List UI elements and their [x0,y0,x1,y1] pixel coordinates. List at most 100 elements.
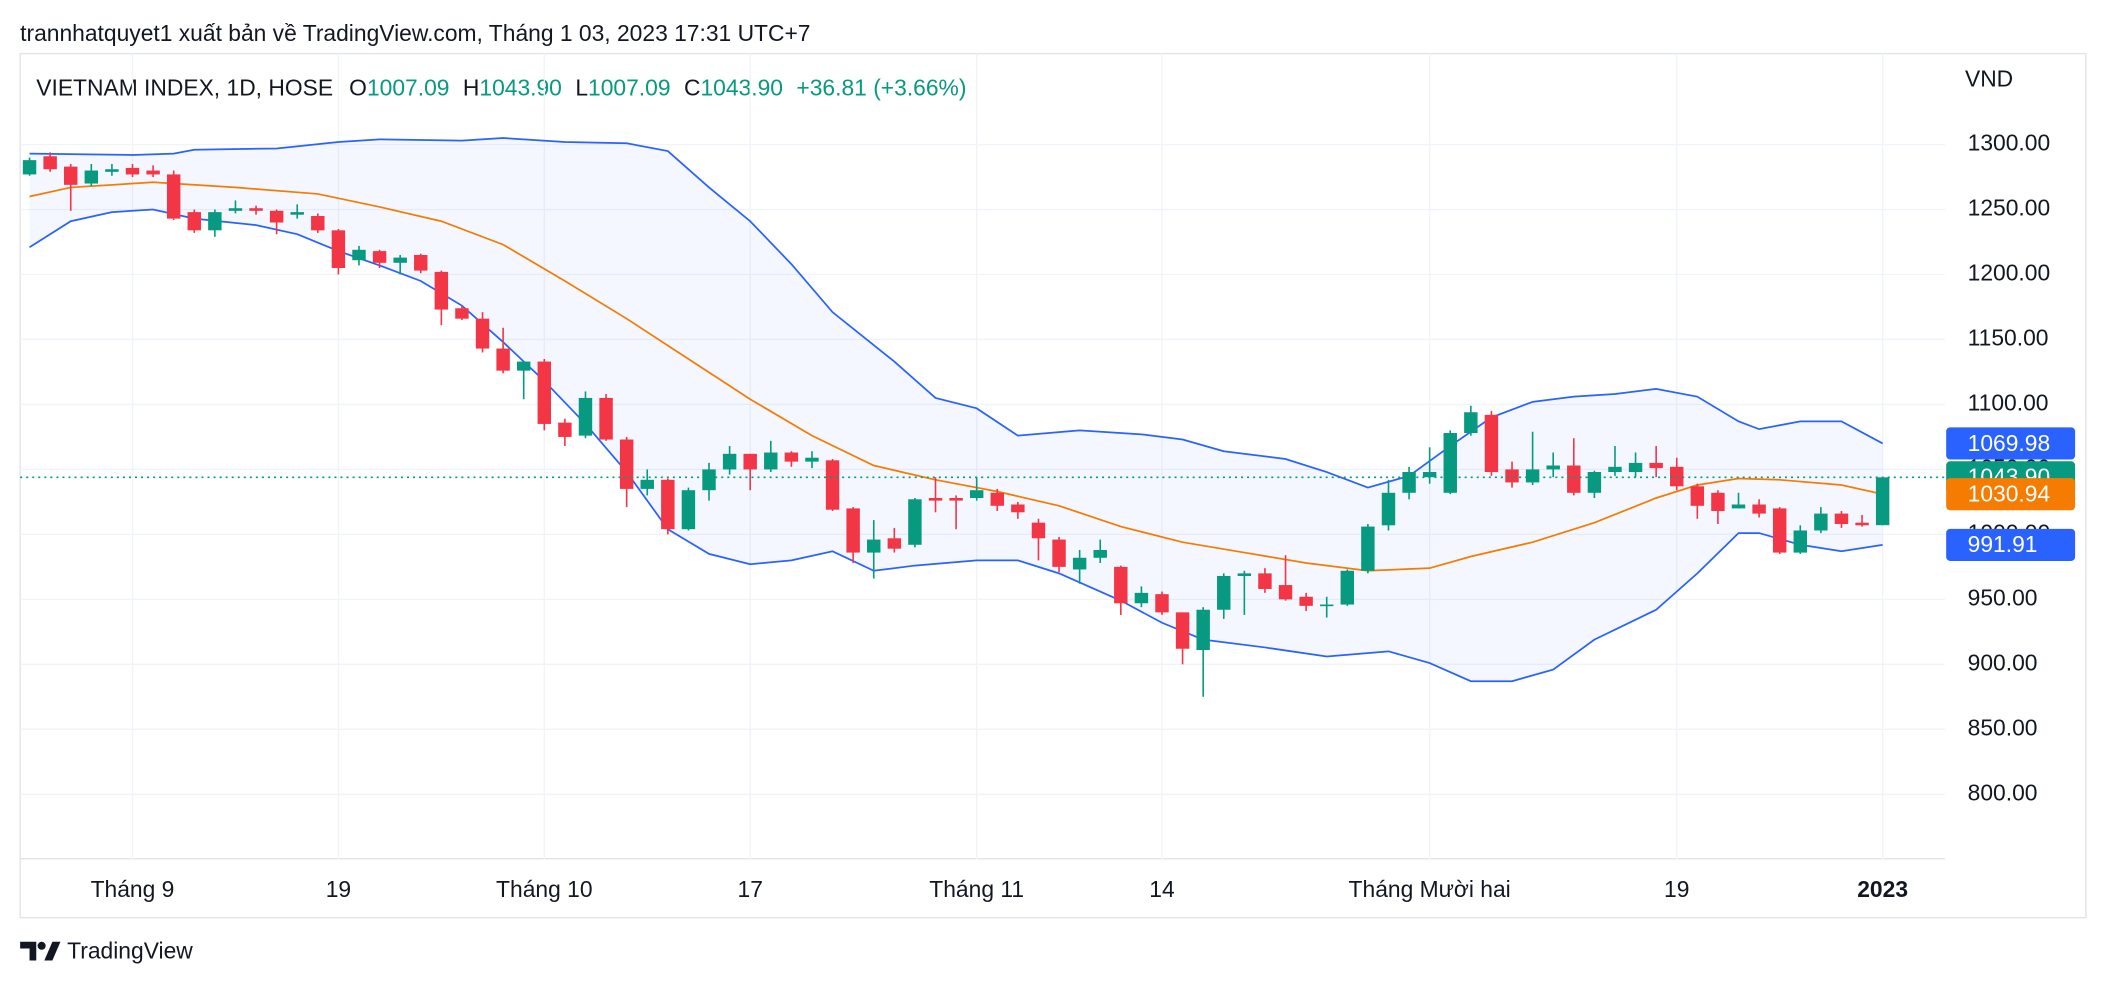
candle-body [1567,465,1581,493]
candle-body [599,397,613,440]
candle-body [475,318,490,349]
candle-body [1628,462,1643,473]
candle-body [1072,557,1087,570]
candle-body [249,208,263,211]
y-tick-label: 900.00 [1968,649,2038,675]
candle-body [764,452,778,470]
chart-frame [19,52,2087,919]
y-tick-label: 1200.00 [1968,260,2051,286]
candle-body [846,508,860,553]
x-tick-label: Tháng 11 [929,876,1024,902]
candle-body [867,539,881,553]
y-tick-label: 1150.00 [1968,325,2049,351]
legend-value: 1043.90 [700,75,783,101]
price-tag-box [1946,478,2076,511]
candle-body [1546,465,1560,470]
candle-body [1752,504,1766,514]
candle-body [1608,466,1622,473]
legend: VIETNAM INDEX, 1D, HOSE O1007.09 H1043.90 L… [36,75,966,101]
candle-body [1114,566,1128,604]
candle-body [1834,513,1849,524]
candle-body [1690,486,1705,506]
x-tick-label: 19 [326,876,351,902]
candle-body [969,490,984,499]
band-line [29,137,1884,489]
candle-body [619,439,634,489]
candle-body [331,230,346,268]
candle-body [578,397,593,436]
candle-body [1217,575,1231,610]
candle-body [187,212,201,231]
candle-body [1422,472,1437,478]
candle-body [702,469,716,491]
candle-body [228,208,243,211]
candle-body [455,308,469,319]
candle-body [269,210,284,223]
candle-body [949,498,963,501]
band-line [29,181,1883,572]
x-tick-label: 14 [1149,876,1175,902]
y-tick-label: 800.00 [1968,779,2038,805]
candle-body [1052,539,1066,567]
candle-body [537,361,552,424]
price-tag-label: 1069.98 [1968,430,2051,456]
price-tag-label: 1030.94 [1968,481,2051,507]
legend-value: 1043.90 [479,75,562,101]
legend-symbol: VIETNAM INDEX, 1D, HOSE [36,75,333,101]
candle-body [1814,513,1828,531]
legend-value: 1007.09 [367,75,450,101]
candle-body [1402,472,1416,493]
price-tag: 991.91 [1946,528,2076,561]
candle-body [516,361,531,371]
candle-body [1875,477,1890,526]
candle-body [1772,508,1787,553]
legend-change: +36.81 (+3.66%) [796,75,966,101]
candle-body [1525,469,1540,483]
legend-key: O [349,75,367,101]
candle-body [1237,573,1252,576]
candle-body [352,249,366,261]
candle-body [1093,549,1107,558]
candle-body [928,498,943,501]
candle-body [1196,609,1210,651]
candle-body [414,255,428,271]
x-tick-label: Tháng 10 [496,876,592,902]
candle-body [434,271,449,310]
legend-key: C [684,75,700,101]
candle-body [1793,530,1807,553]
candle-body [743,453,757,470]
legend-value: 1007.09 [588,75,671,101]
candle-body [290,212,304,215]
candle-body [1031,522,1046,539]
y-tick-label: 1250.00 [1968,195,2051,221]
candle-body [1258,573,1272,589]
candle-body [84,170,99,184]
candle-body [311,216,325,231]
y-tick-label: 850.00 [1968,714,2038,740]
brand-logo [20,941,61,961]
price-tag: 1069.98 [1946,427,2076,460]
candle-body [208,212,222,231]
band-fill [29,138,1883,682]
candle-body [1464,412,1478,434]
candle-body [125,167,140,175]
candle-body [1299,596,1313,606]
candle-body [1443,433,1457,493]
y-tick-label: 1100.00 [1968,389,2049,415]
candle-body [887,538,902,549]
candle-body [640,479,654,489]
candle-body [1134,592,1149,604]
candle-body [681,490,696,530]
legend-key: H [463,75,479,101]
price-tag-box [1946,528,2076,561]
x-tick-label: 19 [1664,876,1689,902]
candle-body [1711,492,1725,511]
price-tag: 1030.94 [1946,478,2076,511]
candle-body [1649,462,1663,469]
caption: trannhatquyet1 xuất bản về TradingView.c… [20,20,810,46]
candle-body [1731,504,1746,509]
candle-body [43,156,57,170]
candle-body [496,348,510,371]
candle-body [393,257,407,263]
